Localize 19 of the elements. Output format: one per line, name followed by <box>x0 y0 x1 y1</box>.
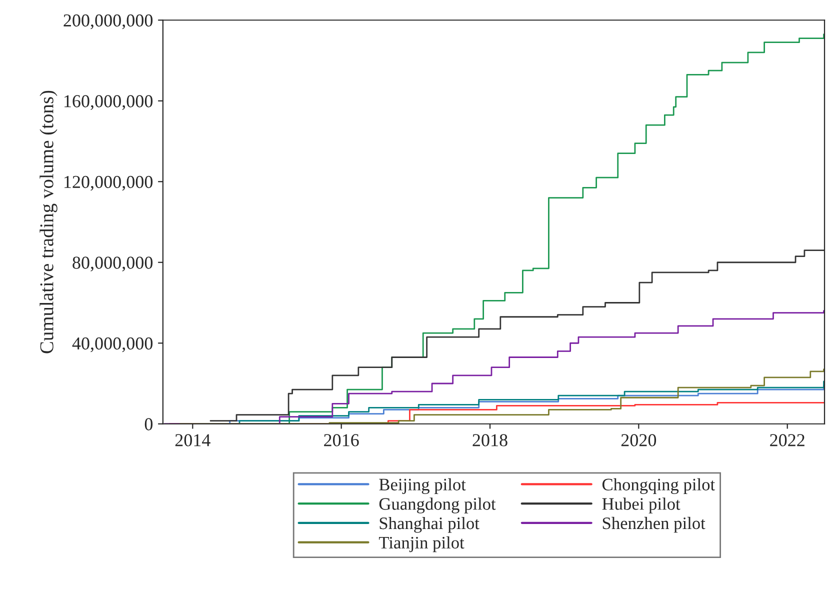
legend-label: Shanghai pilot <box>380 516 480 533</box>
y-tick-label: 80,000,000 <box>72 256 153 272</box>
x-tick-label: 2018 <box>472 434 508 446</box>
legend-label: Beijing pilot <box>379 478 466 494</box>
legend-label: Shenzhen pilot <box>602 516 706 533</box>
y-tick-label: 160,000,000 <box>64 95 153 110</box>
legend-label: Tianjin pilot <box>378 536 464 552</box>
y-tick-label: 200,000,000 <box>64 14 153 30</box>
legend-label: Guangdong pilot <box>379 498 496 514</box>
x-tick-label: 2020 <box>621 434 656 446</box>
x-tick-label: 2022 <box>770 434 804 446</box>
legend-label: Chongqing pilot <box>602 478 715 494</box>
y-tick-label: 40,000,000 <box>72 337 153 352</box>
y-axis-title: Cumulative trading volume (tons) <box>40 90 58 354</box>
x-tick-label: 2014 <box>175 434 210 446</box>
x-tick-label: 2016 <box>324 434 359 446</box>
y-tick-label: 0 <box>144 418 153 430</box>
y-tick-label: 120,000,000 <box>64 176 153 191</box>
legend-label: Hubei pilot <box>602 498 680 514</box>
